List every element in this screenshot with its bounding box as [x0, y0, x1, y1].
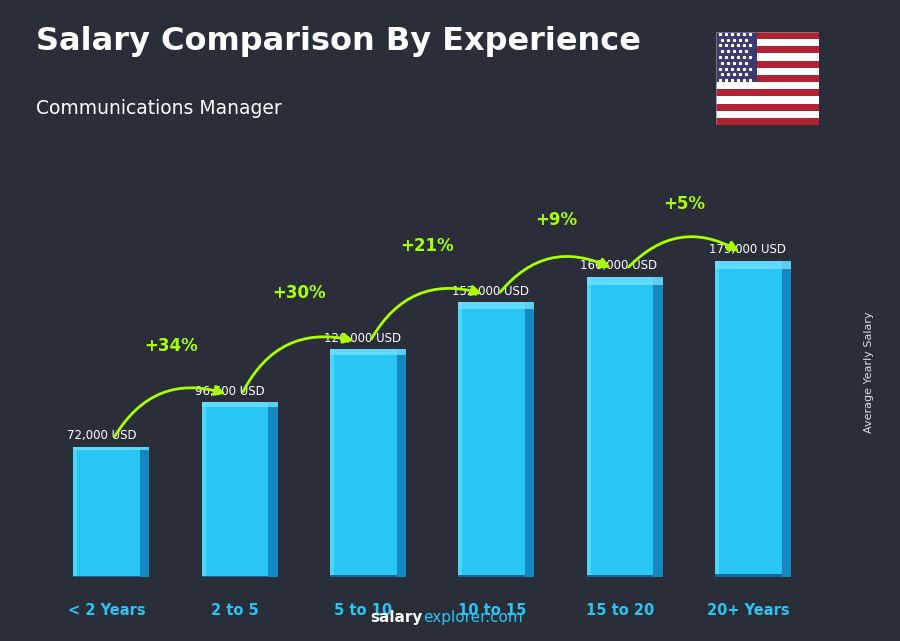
- Text: explorer.com: explorer.com: [423, 610, 523, 625]
- Bar: [716, 96, 819, 104]
- Bar: [202, 403, 205, 577]
- Bar: [458, 575, 525, 577]
- Text: 126,000 USD: 126,000 USD: [323, 331, 400, 344]
- Bar: [330, 349, 334, 577]
- Bar: [716, 111, 819, 118]
- Text: 152,000 USD: 152,000 USD: [452, 285, 529, 297]
- Text: 2 to 5: 2 to 5: [212, 603, 259, 618]
- Text: < 2 Years: < 2 Years: [68, 603, 146, 618]
- Bar: [330, 575, 397, 577]
- Bar: [715, 261, 719, 577]
- Bar: [716, 32, 819, 39]
- Text: 15 to 20: 15 to 20: [586, 603, 654, 618]
- Bar: [716, 82, 819, 89]
- Text: +34%: +34%: [144, 337, 198, 354]
- Bar: [73, 447, 149, 450]
- Bar: [458, 303, 535, 309]
- Text: 72,000 USD: 72,000 USD: [67, 429, 137, 442]
- Bar: [330, 349, 397, 577]
- Bar: [73, 576, 140, 577]
- Text: 166,000 USD: 166,000 USD: [580, 259, 657, 272]
- Bar: [587, 277, 653, 577]
- Bar: [587, 574, 653, 577]
- Bar: [330, 349, 406, 355]
- Text: 175,000 USD: 175,000 USD: [708, 243, 786, 256]
- Text: +9%: +9%: [535, 212, 577, 229]
- Bar: [525, 303, 535, 577]
- Bar: [716, 68, 819, 75]
- Text: 20+ Years: 20+ Years: [707, 603, 789, 618]
- Bar: [140, 447, 149, 577]
- Text: 5 to 10: 5 to 10: [334, 603, 392, 618]
- Bar: [715, 574, 782, 577]
- Bar: [716, 61, 819, 68]
- Bar: [716, 39, 819, 46]
- Bar: [587, 277, 590, 577]
- Bar: [587, 277, 662, 285]
- Bar: [73, 447, 77, 577]
- Bar: [73, 447, 140, 577]
- Text: 10 to 15: 10 to 15: [457, 603, 526, 618]
- Text: +30%: +30%: [273, 283, 326, 302]
- Bar: [653, 277, 662, 577]
- Bar: [716, 89, 819, 96]
- Bar: [782, 261, 791, 577]
- Bar: [716, 53, 819, 61]
- Text: +5%: +5%: [663, 195, 706, 213]
- Text: 96,600 USD: 96,600 USD: [195, 385, 265, 397]
- Bar: [202, 403, 268, 577]
- Bar: [202, 576, 268, 577]
- Text: +21%: +21%: [400, 237, 454, 254]
- Text: Communications Manager: Communications Manager: [36, 99, 282, 119]
- Bar: [397, 349, 406, 577]
- Text: Salary Comparison By Experience: Salary Comparison By Experience: [36, 26, 641, 56]
- Bar: [715, 261, 791, 269]
- Bar: [716, 75, 819, 82]
- Bar: [716, 32, 757, 82]
- Text: salary: salary: [371, 610, 423, 625]
- Bar: [458, 303, 525, 577]
- Text: Average Yearly Salary: Average Yearly Salary: [863, 311, 874, 433]
- Bar: [202, 403, 278, 407]
- Bar: [716, 118, 819, 125]
- Bar: [715, 261, 782, 577]
- Bar: [716, 46, 819, 53]
- Bar: [268, 403, 278, 577]
- Bar: [458, 303, 463, 577]
- Bar: [716, 104, 819, 111]
